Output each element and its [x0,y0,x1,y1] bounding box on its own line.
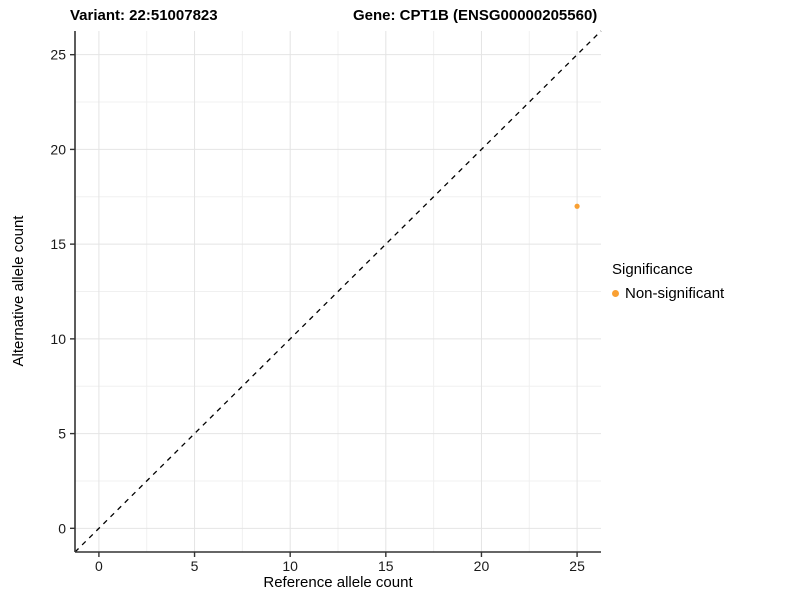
svg-text:25: 25 [569,558,585,574]
svg-text:0: 0 [58,520,66,536]
legend-item-label: Non-significant [625,285,725,302]
svg-text:15: 15 [50,236,66,252]
legend-point-icon [612,290,619,297]
gene-title: Gene: CPT1B (ENSG00000205560) [353,7,598,24]
svg-text:0: 0 [95,558,103,574]
svg-text:15: 15 [378,558,394,574]
svg-text:5: 5 [191,558,199,574]
svg-text:5: 5 [58,426,66,442]
x-axis-label: Reference allele count [263,574,413,591]
svg-text:10: 10 [50,331,66,347]
svg-text:25: 25 [50,47,66,63]
y-axis-label: Alternative allele count [10,215,27,367]
svg-text:20: 20 [50,141,66,157]
legend-title: Significance [612,261,693,278]
legend: Significance Non-significant [612,261,724,302]
svg-text:20: 20 [474,558,490,574]
variant-title: Variant: 22:51007823 [70,7,218,24]
legend-item-non-significant: Non-significant [612,285,724,302]
svg-text:10: 10 [282,558,298,574]
